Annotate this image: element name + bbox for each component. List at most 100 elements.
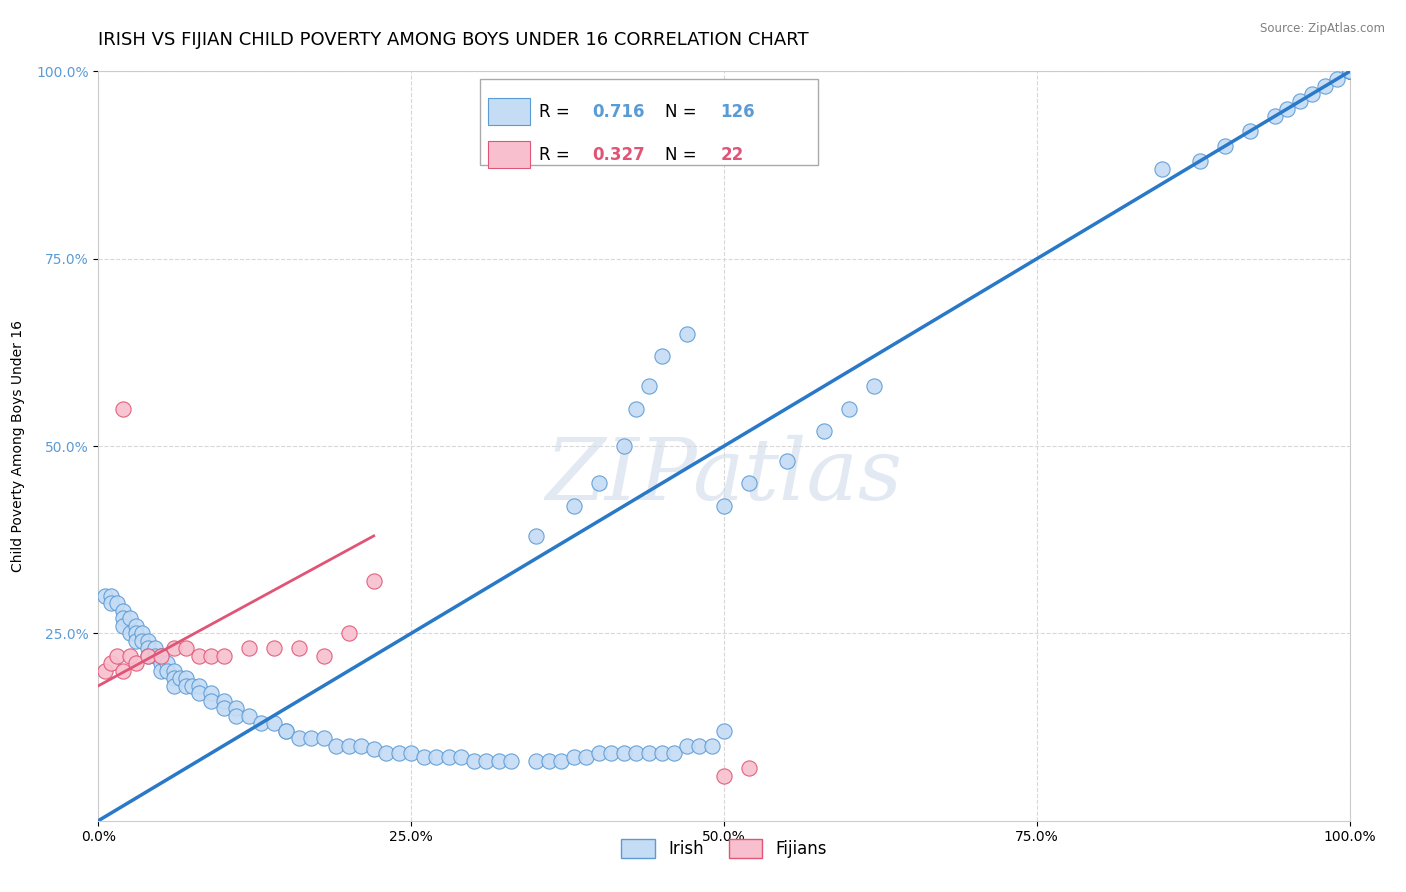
Point xyxy=(1313,79,1336,94)
Point xyxy=(150,664,173,678)
Point xyxy=(1264,109,1286,123)
Point xyxy=(363,742,385,756)
Point xyxy=(1277,102,1299,116)
Point xyxy=(1339,64,1361,78)
Point xyxy=(112,664,135,678)
Point xyxy=(1339,64,1361,78)
Text: 126: 126 xyxy=(720,103,755,120)
Point xyxy=(312,648,335,663)
Point xyxy=(250,716,273,731)
Point xyxy=(675,326,697,341)
Point xyxy=(118,648,141,663)
Point xyxy=(100,589,122,603)
Point xyxy=(613,746,636,760)
Point xyxy=(1339,64,1361,78)
Point xyxy=(650,349,672,363)
Point xyxy=(337,626,360,640)
Point xyxy=(125,626,148,640)
FancyBboxPatch shape xyxy=(479,78,818,165)
Point xyxy=(162,679,184,693)
Point xyxy=(638,379,661,393)
Point xyxy=(212,694,235,708)
Point xyxy=(287,731,309,746)
Point xyxy=(1339,64,1361,78)
Point xyxy=(626,746,648,760)
Point xyxy=(363,574,385,588)
Point xyxy=(713,769,735,783)
Point xyxy=(138,648,160,663)
Point xyxy=(162,664,184,678)
Point xyxy=(1239,124,1261,138)
Point xyxy=(638,746,661,760)
Point xyxy=(138,641,160,656)
Point xyxy=(238,708,260,723)
Point xyxy=(650,746,672,760)
Point xyxy=(1339,64,1361,78)
Point xyxy=(150,648,173,663)
Point xyxy=(263,716,285,731)
Point xyxy=(537,754,560,768)
Point xyxy=(112,604,135,618)
Point xyxy=(131,626,153,640)
Point xyxy=(437,750,460,764)
Point xyxy=(131,633,153,648)
Point xyxy=(863,379,886,393)
Point xyxy=(105,648,128,663)
Point xyxy=(187,686,209,700)
Text: N =: N = xyxy=(665,145,702,163)
Point xyxy=(93,589,115,603)
Point xyxy=(838,401,860,416)
Point xyxy=(238,641,260,656)
Point xyxy=(225,708,247,723)
FancyBboxPatch shape xyxy=(488,98,530,125)
Point xyxy=(700,739,723,753)
Point xyxy=(325,739,347,753)
Point xyxy=(169,671,191,685)
Text: R =: R = xyxy=(538,103,575,120)
Point xyxy=(263,641,285,656)
Point xyxy=(200,694,222,708)
Point xyxy=(613,439,636,453)
Point xyxy=(150,657,173,671)
Point xyxy=(143,648,166,663)
Point xyxy=(1326,71,1348,86)
Point xyxy=(738,761,761,775)
Point xyxy=(112,611,135,625)
Point xyxy=(287,641,309,656)
Point xyxy=(375,746,398,760)
Point xyxy=(105,596,128,610)
Point xyxy=(475,754,498,768)
Point xyxy=(401,746,423,760)
Point xyxy=(1213,139,1236,153)
Point xyxy=(274,723,298,738)
Y-axis label: Child Poverty Among Boys Under 16: Child Poverty Among Boys Under 16 xyxy=(11,320,25,572)
Point xyxy=(562,499,585,513)
Point xyxy=(125,633,148,648)
Point xyxy=(1339,64,1361,78)
Point xyxy=(813,424,835,438)
Point xyxy=(118,626,141,640)
Text: R =: R = xyxy=(538,145,575,163)
Point xyxy=(143,641,166,656)
Point xyxy=(1188,154,1211,169)
Point xyxy=(550,754,572,768)
Text: 22: 22 xyxy=(720,145,744,163)
Point xyxy=(425,750,447,764)
Text: N =: N = xyxy=(665,103,702,120)
Point xyxy=(350,739,373,753)
Point xyxy=(1288,95,1310,109)
Point xyxy=(162,641,184,656)
Point xyxy=(463,754,485,768)
FancyBboxPatch shape xyxy=(488,141,530,168)
Point xyxy=(181,679,204,693)
Point xyxy=(174,679,197,693)
Point xyxy=(212,701,235,715)
Point xyxy=(162,671,184,685)
Point xyxy=(562,750,585,764)
Point xyxy=(1339,64,1361,78)
Point xyxy=(174,641,197,656)
Text: Source: ZipAtlas.com: Source: ZipAtlas.com xyxy=(1260,22,1385,36)
Point xyxy=(713,499,735,513)
Point xyxy=(187,648,209,663)
Point xyxy=(600,746,623,760)
